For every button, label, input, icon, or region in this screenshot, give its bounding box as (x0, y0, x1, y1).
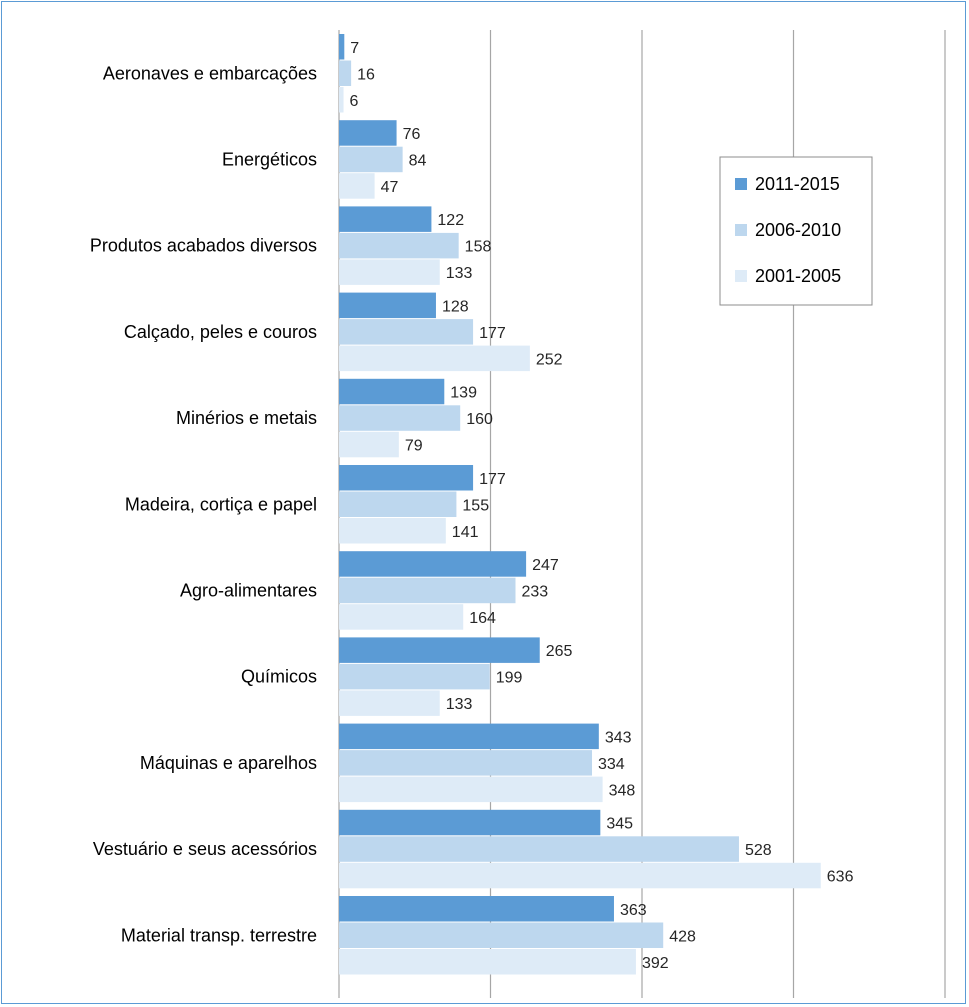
legend-label-2001-2005: 2001-2005 (755, 266, 841, 286)
data-label-calcado-peles-e-couros-2001-2005: 252 (536, 351, 563, 368)
bar-minerios-e-metais-2011-2015 (339, 378, 445, 405)
bar-agro-alimentares-2006-2010 (339, 577, 516, 604)
legend-label-2006-2010: 2006-2010 (755, 220, 841, 240)
data-label-minerios-e-metais-2006-2010: 160 (466, 411, 493, 428)
bar-aeronaves-e-embarcacoes-2011-2015 (339, 34, 345, 60)
bar-produtos-acabados-diversos-2001-2005 (339, 259, 440, 285)
data-label-madeira-cortica-e-papel-2001-2005: 141 (452, 524, 479, 541)
bar-quimicos-2011-2015 (339, 637, 540, 663)
category-label-agro-alimentares: Agro-alimentares (180, 580, 317, 600)
data-label-material-transp-terrestre-2006-2010: 428 (669, 928, 696, 945)
data-label-minerios-e-metais-2011-2015: 139 (450, 385, 477, 402)
bar-series (339, 34, 821, 975)
bar-madeira-cortica-e-papel-2001-2005 (339, 518, 446, 544)
category-label-energeticos: Energéticos (222, 149, 317, 169)
bar-minerios-e-metais-2001-2005 (339, 431, 399, 458)
bar-energeticos-2001-2005 (339, 173, 375, 199)
bar-material-transp-terrestre-2006-2010 (339, 922, 664, 948)
data-label-calcado-peles-e-couros-2011-2015: 128 (442, 298, 469, 315)
data-label-vestuario-e-seus-acessorios-2001-2005: 636 (827, 869, 854, 886)
data-label-minerios-e-metais-2001-2005: 79 (405, 438, 423, 455)
bar-madeira-cortica-e-papel-2006-2010 (339, 491, 457, 517)
data-label-agro-alimentares-2006-2010: 233 (521, 583, 548, 600)
bar-material-transp-terrestre-2011-2015 (339, 896, 614, 922)
bar-calcado-peles-e-couros-2006-2010 (339, 319, 474, 345)
bar-calcado-peles-e-couros-2011-2015 (339, 292, 436, 319)
bar-minerios-e-metais-2006-2010 (339, 405, 461, 431)
data-label-vestuario-e-seus-acessorios-2011-2015: 345 (606, 816, 633, 833)
data-label-vestuario-e-seus-acessorios-2006-2010: 528 (745, 842, 772, 859)
legend-swatch-2006-2010 (735, 224, 747, 236)
bar-quimicos-2001-2005 (339, 690, 440, 716)
category-label-vestuario-e-seus-acessorios: Vestuário e seus acessórios (93, 839, 317, 859)
category-label-calcado-peles-e-couros: Calçado, peles e couros (124, 322, 317, 342)
legend-label-2011-2015: 2011-2015 (755, 174, 840, 194)
category-label-produtos-acabados-diversos: Produtos acabados diversos (90, 236, 317, 256)
data-label-energeticos-2001-2005: 47 (381, 179, 399, 196)
bar-aeronaves-e-embarcacoes-2001-2005 (339, 87, 344, 113)
data-label-quimicos-2006-2010: 199 (496, 670, 523, 687)
bar-vestuario-e-seus-acessorios-2001-2005 (339, 862, 821, 889)
data-label-agro-alimentares-2011-2015: 247 (532, 557, 559, 574)
data-label-aeronaves-e-embarcacoes-2011-2015: 7 (350, 40, 359, 57)
bar-produtos-acabados-diversos-2006-2010 (339, 232, 459, 259)
data-label-maquinas-e-aparelhos-2001-2005: 348 (609, 782, 636, 799)
bar-maquinas-e-aparelhos-2001-2005 (339, 776, 603, 803)
legend: 2011-2015 2006-2010 2001-2005 (719, 156, 873, 306)
bar-quimicos-2006-2010 (339, 663, 490, 690)
category-labels: Aeronaves e embarcações Energéticos Produt… (90, 63, 317, 945)
data-label-produtos-acabados-diversos-2011-2015: 122 (437, 212, 464, 229)
bar-aeronaves-e-embarcacoes-2006-2010 (339, 60, 352, 86)
data-label-calcado-peles-e-couros-2006-2010: 177 (479, 325, 506, 342)
data-label-maquinas-e-aparelhos-2006-2010: 334 (598, 756, 625, 773)
bar-produtos-acabados-diversos-2011-2015 (339, 206, 432, 232)
data-label-maquinas-e-aparelhos-2011-2015: 343 (605, 729, 632, 746)
bar-energeticos-2011-2015 (339, 120, 397, 146)
bar-madeira-cortica-e-papel-2011-2015 (339, 465, 474, 491)
category-label-material-transp-terrestre: Material transp. terrestre (121, 925, 317, 945)
category-label-madeira-cortica-e-papel: Madeira, cortiça e papel (125, 494, 317, 514)
data-label-energeticos-2006-2010: 84 (409, 152, 427, 169)
data-label-produtos-acabados-diversos-2006-2010: 158 (465, 239, 492, 256)
category-label-minerios-e-metais: Minérios e metais (176, 408, 317, 428)
legend-swatch-2011-2015 (735, 178, 747, 190)
bar-vestuario-e-seus-acessorios-2006-2010 (339, 836, 739, 862)
data-label-quimicos-2001-2005: 133 (446, 696, 473, 713)
bar-material-transp-terrestre-2001-2005 (339, 949, 636, 975)
data-label-madeira-cortica-e-papel-2006-2010: 155 (462, 497, 489, 514)
bar-calcado-peles-e-couros-2001-2005 (339, 345, 530, 372)
bar-agro-alimentares-2011-2015 (339, 551, 527, 577)
legend-swatch-2001-2005 (735, 270, 747, 282)
data-label-agro-alimentares-2001-2005: 164 (469, 610, 496, 627)
data-label-material-transp-terrestre-2011-2015: 363 (620, 902, 647, 919)
bar-energeticos-2006-2010 (339, 146, 403, 173)
category-label-maquinas-e-aparelhos: Máquinas e aparelhos (140, 753, 317, 773)
data-label-aeronaves-e-embarcacoes-2001-2005: 6 (350, 93, 359, 110)
data-label-aeronaves-e-embarcacoes-2006-2010: 16 (357, 66, 375, 83)
category-label-quimicos: Químicos (241, 667, 317, 687)
data-label-energeticos-2011-2015: 76 (403, 126, 421, 143)
bar-agro-alimentares-2001-2005 (339, 604, 464, 630)
data-label-madeira-cortica-e-papel-2011-2015: 177 (479, 471, 506, 488)
bar-maquinas-e-aparelhos-2011-2015 (339, 723, 599, 750)
data-label-produtos-acabados-diversos-2001-2005: 133 (446, 265, 473, 282)
bar-vestuario-e-seus-acessorios-2011-2015 (339, 809, 601, 836)
bar-maquinas-e-aparelhos-2006-2010 (339, 750, 593, 776)
category-label-aeronaves-e-embarcacoes: Aeronaves e embarcações (103, 63, 317, 83)
data-label-material-transp-terrestre-2001-2005: 392 (642, 955, 669, 972)
data-label-quimicos-2011-2015: 265 (546, 643, 573, 660)
